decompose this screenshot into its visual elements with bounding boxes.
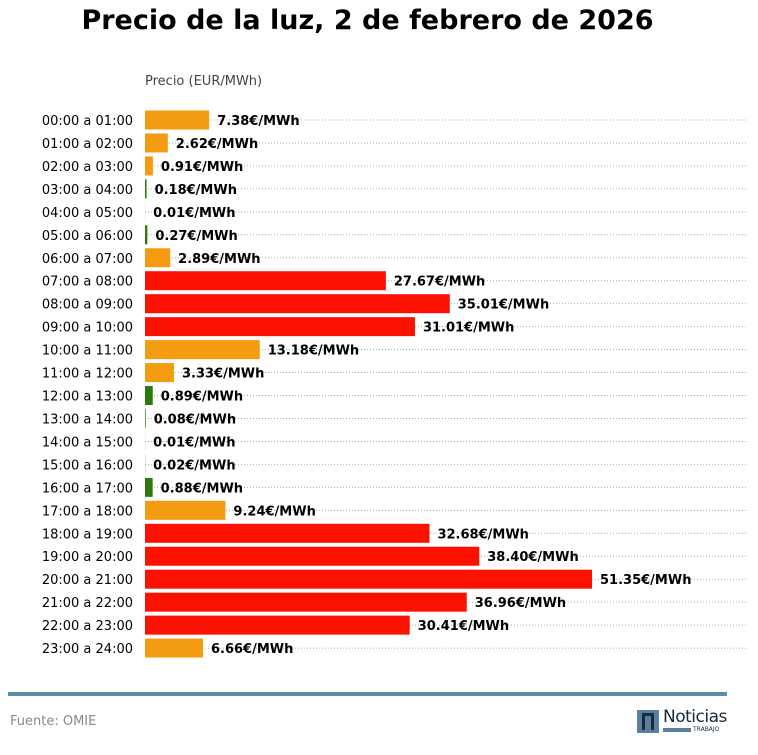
bar: [145, 133, 168, 153]
category-label: 20:00 a 21:00: [42, 573, 133, 588]
logo-text: Noticias: [663, 707, 727, 727]
category-label: 07:00 a 08:00: [42, 275, 133, 290]
logo-subtext: TRABAJO: [693, 726, 720, 733]
logo-mark-icon: [637, 710, 659, 733]
data-label: 38.40€/MWh: [487, 550, 578, 565]
bar: [145, 592, 467, 612]
bar: [145, 363, 174, 383]
bar: [145, 386, 153, 406]
data-label: 0.91€/MWh: [161, 160, 243, 175]
data-label: 0.88€/MWh: [161, 481, 243, 496]
data-label: 9.24€/MWh: [233, 504, 315, 519]
data-label: 13.18€/MWh: [268, 344, 359, 359]
bar: [145, 638, 203, 658]
data-label: 0.89€/MWh: [161, 390, 243, 405]
bar: [145, 225, 148, 245]
category-label: 00:00 a 01:00: [42, 114, 133, 129]
data-label: 0.01€/MWh: [153, 206, 235, 221]
bar: [145, 294, 450, 314]
data-label: 2.62€/MWh: [176, 137, 258, 152]
data-label: 51.35€/MWh: [600, 573, 691, 588]
bar: [145, 317, 415, 337]
category-label: 04:00 a 05:00: [42, 206, 133, 221]
data-label: 0.01€/MWh: [153, 435, 235, 450]
bar: [145, 179, 147, 199]
category-label: 19:00 a 20:00: [42, 550, 133, 565]
bar: [145, 340, 260, 360]
data-label: 27.67€/MWh: [394, 275, 485, 290]
noticias-trabajo-logo: Noticias TRABAJO: [637, 707, 729, 735]
axis-label: Precio (EUR/MWh): [145, 74, 263, 89]
logo-bar: [663, 728, 691, 732]
bar: [145, 500, 226, 520]
category-label: 23:00 a 24:00: [42, 642, 133, 657]
category-label: 11:00 a 12:00: [42, 367, 133, 382]
bar-chart: 00:00 a 01:00 7.38€/MWh 01:00 a 02:00 2.62€…: [42, 110, 748, 658]
data-label: 7.38€/MWh: [217, 114, 299, 129]
source-text: Fuente: OMIE: [10, 714, 97, 729]
category-label: 16:00 a 17:00: [42, 481, 133, 496]
category-label: 12:00 a 13:00: [42, 390, 133, 405]
category-label: 14:00 a 15:00: [42, 435, 133, 450]
category-label: 10:00 a 11:00: [42, 344, 133, 359]
data-label: 36.96€/MWh: [475, 596, 566, 611]
category-label: 13:00 a 14:00: [42, 412, 133, 427]
category-label: 17:00 a 18:00: [42, 504, 133, 519]
data-label: 2.89€/MWh: [178, 252, 260, 267]
category-label: 05:00 a 06:00: [42, 229, 133, 244]
bar: [145, 156, 153, 176]
data-label: 0.18€/MWh: [155, 183, 237, 198]
category-label: 03:00 a 04:00: [42, 183, 133, 198]
data-label: 0.27€/MWh: [155, 229, 237, 244]
bar: [145, 110, 210, 130]
category-label: 08:00 a 09:00: [42, 298, 133, 313]
data-label: 0.08€/MWh: [154, 412, 236, 427]
bar: [145, 477, 153, 497]
bar: [145, 523, 430, 543]
data-label: 6.66€/MWh: [211, 642, 293, 657]
bar: [145, 271, 386, 291]
category-label: 02:00 a 03:00: [42, 160, 133, 175]
footer-divider: [8, 692, 727, 696]
data-label: 32.68€/MWh: [437, 527, 528, 542]
category-label: 18:00 a 19:00: [42, 527, 133, 542]
category-label: 22:00 a 23:00: [42, 619, 133, 634]
category-label: 01:00 a 02:00: [42, 137, 133, 152]
bar: [145, 615, 410, 635]
category-label: 06:00 a 07:00: [42, 252, 133, 267]
category-label: 09:00 a 10:00: [42, 321, 133, 336]
chart-title: Precio de la luz, 2 de febrero de 2026: [81, 5, 654, 36]
data-label: 30.41€/MWh: [418, 619, 509, 634]
data-label: 35.01€/MWh: [458, 298, 549, 313]
data-label: 31.01€/MWh: [423, 321, 514, 336]
category-label: 15:00 a 16:00: [42, 458, 133, 473]
bar: [145, 569, 592, 589]
bar: [145, 546, 480, 566]
bar: [145, 248, 171, 268]
data-label: 0.02€/MWh: [153, 458, 235, 473]
bar: [145, 408, 146, 428]
category-label: 21:00 a 22:00: [42, 596, 133, 611]
data-label: 3.33€/MWh: [182, 367, 264, 382]
